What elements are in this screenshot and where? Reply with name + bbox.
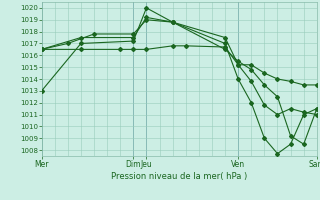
X-axis label: Pression niveau de la mer( hPa ): Pression niveau de la mer( hPa ) — [111, 172, 247, 181]
